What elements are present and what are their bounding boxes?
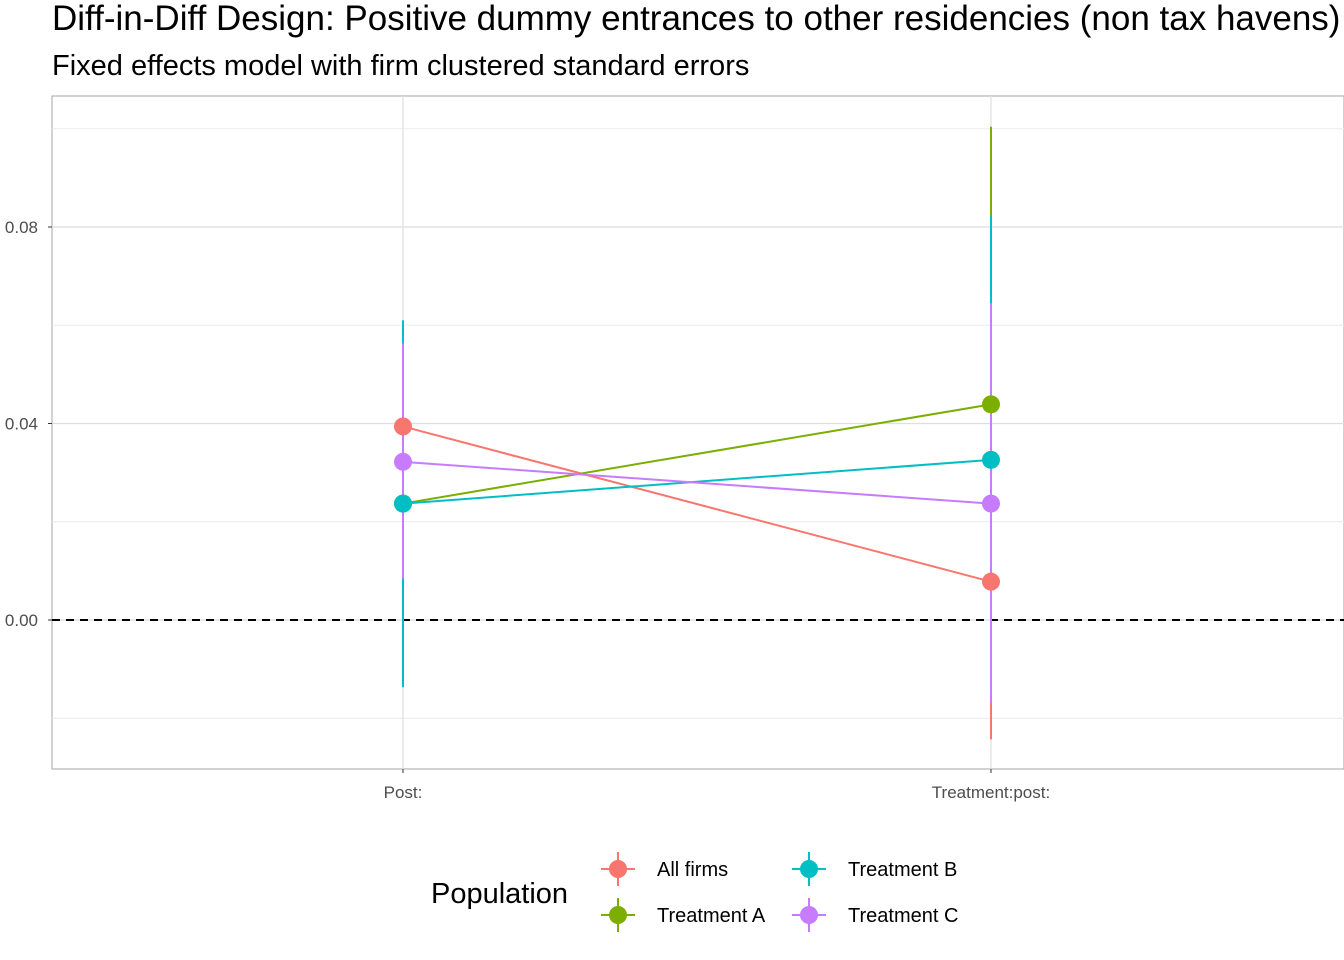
legend-key-point [800,860,818,878]
legend: Population All firms Treatment A Treatment… [431,852,958,932]
data-point [394,494,412,513]
data-point [394,417,412,436]
series-line [402,460,992,505]
legend-key-point [609,906,627,924]
data-point [982,494,1000,513]
plot-area: 0.00 0.04 0.08 Post: Treatment:post: [5,95,1344,802]
legend-label: Treatment C [848,905,958,927]
legend-label: Treatment A [657,905,766,927]
legend-key-point [609,860,627,878]
data-point [982,450,1000,469]
x-tick-label: Treatment:post: [932,783,1050,802]
x-tick-label: Post: [384,783,423,802]
series-line [402,425,992,583]
chart-title: Diff-in-Diff Design: Positive dummy entr… [52,0,1340,38]
legend-label: All firms [657,859,728,881]
series-line [402,403,992,505]
data-point [982,572,1000,591]
legend-key-point [800,906,818,924]
legend-title: Population [431,878,568,910]
legend-label: Treatment B [848,859,957,881]
y-tick-label: 0.00 [5,611,38,630]
y-tick-label: 0.04 [5,415,38,434]
y-tick-label: 0.08 [5,218,38,237]
chart-subtitle: Fixed effects model with firm clustered … [52,50,749,82]
plot-panel [51,95,1344,770]
data-point [982,395,1000,414]
data-point [394,452,412,471]
